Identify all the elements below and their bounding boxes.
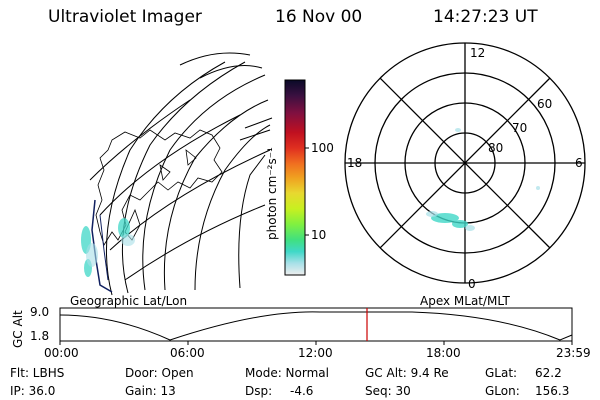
polar-label-mlt-12: 12 — [470, 46, 486, 60]
geo-map-caption: Geographic Lat/Lon — [70, 294, 188, 308]
info-gain: Gain: 13 — [125, 384, 176, 398]
header-date: 16 Nov 00 — [275, 7, 363, 27]
info-dsp-value: -4.6 — [290, 384, 314, 398]
app-title: Ultraviolet Imager — [48, 7, 202, 27]
info-mode: Mode: Normal — [245, 366, 329, 380]
header-time: 14:27:23 UT — [433, 7, 538, 27]
polar-label-mlt-0: 0 — [468, 277, 476, 291]
polar-label-lat-70: 70 — [512, 121, 528, 135]
polar-label-lat-60: 60 — [537, 97, 553, 111]
info-seq: Seq: 30 — [365, 384, 411, 398]
colorbar-tick-10: 10 — [311, 228, 327, 242]
altitude-x-tick: 00:00 — [44, 346, 79, 360]
altitude-x-tick: 18:00 — [426, 346, 461, 360]
info-glon-value: 156.3 — [535, 384, 570, 398]
polar-label-mlt-18: 18 — [347, 156, 363, 170]
info-door: Door: Open — [125, 366, 194, 380]
polar-label-lat-80: 80 — [488, 141, 504, 155]
info-glat-value: 62.2 — [535, 366, 562, 380]
info-ip: IP: 36.0 — [10, 384, 56, 398]
info-flt: Flt: LBHS — [10, 366, 65, 380]
polar-label-mlt-6: 6 — [575, 156, 583, 170]
altitude-x-tick: 06:00 — [170, 346, 205, 360]
altitude-y-min: 1.8 — [30, 329, 50, 343]
colorbar — [284, 79, 309, 276]
colorbar-tick-100: 100 — [311, 141, 334, 155]
altitude-x-tick: 12:00 — [298, 346, 333, 360]
info-glat-label: GLat: — [485, 366, 518, 380]
altitude-x-tick: 23:59 — [556, 346, 591, 360]
altitude-axis-label: GC Alt — [11, 310, 25, 348]
info-glon-label: GLon: — [485, 384, 520, 398]
info-dsp-label: Dsp: — [245, 384, 273, 398]
altitude-y-max: 9.0 — [30, 305, 50, 319]
polar-plot-caption: Apex MLat/MLT — [420, 294, 510, 308]
info-gc-alt: GC Alt: 9.4 Re — [365, 366, 449, 380]
